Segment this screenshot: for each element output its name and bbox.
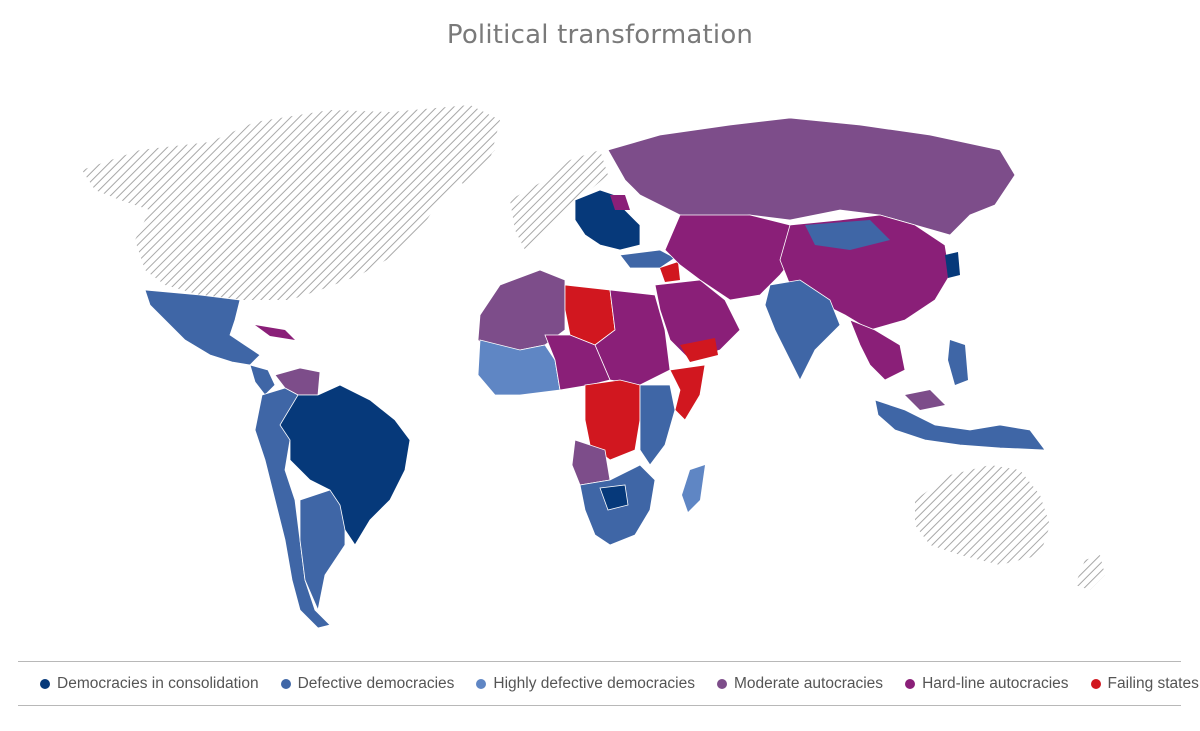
region-india — [764, 279, 841, 381]
region-brazil — [279, 384, 411, 546]
legend-label: Highly defective democracies — [493, 675, 695, 692]
legend-dot-icon — [905, 679, 916, 689]
region-yemen — [680, 338, 718, 362]
legend-label: Failing states — [1107, 675, 1199, 692]
legend-label: Democracies in consolidation — [57, 675, 259, 692]
legend-item-highly-defective: Highly defective democracies — [476, 675, 695, 693]
region-malaysia — [905, 390, 945, 410]
region-belarus — [610, 195, 630, 210]
legend-top-rule — [18, 661, 1181, 662]
legend-label: Moderate autocracies — [734, 675, 884, 692]
region-botswana-consolidated — [599, 484, 629, 511]
region-mongolia — [805, 220, 890, 250]
region-horn-failing — [669, 364, 706, 421]
legend-item-failing-states: Failing states — [1090, 675, 1199, 693]
region-indonesia — [874, 399, 1046, 451]
region-korea — [945, 252, 960, 278]
legend-dot-icon — [40, 679, 50, 689]
region-syria — [660, 262, 680, 282]
region-australia-not-assessed — [915, 465, 1050, 565]
legend-item-hardline-autocracies: Hard-line autocracies — [905, 675, 1069, 693]
region-madagascar — [682, 465, 705, 512]
legend-label: Hard-line autocracies — [922, 675, 1069, 692]
world-map — [82, 105, 1105, 629]
region-greenland-not-assessed — [390, 105, 500, 185]
legend: Democracies in consolidation Defective d… — [40, 675, 1200, 693]
region-philippines — [948, 340, 968, 385]
legend-item-moderate-autocracies: Moderate autocracies — [717, 675, 883, 693]
region-central-america — [249, 364, 276, 396]
region-western-europe-not-assessed — [510, 150, 608, 250]
region-europe-consolidated — [574, 189, 641, 251]
region-arabia-hardline — [654, 279, 741, 361]
region-russia — [607, 117, 1016, 236]
legend-label: Defective democracies — [297, 675, 455, 692]
region-new-zealand-not-assessed — [1075, 555, 1105, 590]
region-mexico — [144, 289, 261, 366]
legend-item-defective: Defective democracies — [280, 675, 455, 693]
legend-dot-icon — [717, 679, 727, 689]
region-north-america-not-assessed — [82, 110, 495, 300]
region-car-drc-failing — [584, 379, 641, 461]
region-east-africa-defective — [639, 384, 676, 466]
region-cuba — [255, 325, 295, 340]
legend-dot-icon — [1090, 679, 1101, 689]
region-central-asia-hardline — [664, 214, 801, 301]
map-title: Political transformation — [446, 20, 754, 50]
legend-bottom-rule — [18, 705, 1181, 706]
region-turkey — [619, 249, 676, 269]
legend-item-consolidated: Democracies in consolidation — [40, 675, 259, 693]
legend-dot-icon — [280, 679, 291, 689]
region-southeast-asia-hardline — [849, 319, 906, 381]
legend-dot-icon — [476, 679, 487, 689]
